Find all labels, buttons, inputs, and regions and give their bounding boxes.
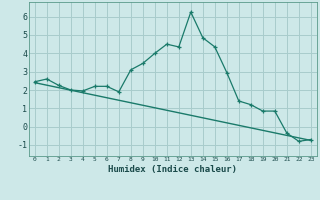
X-axis label: Humidex (Indice chaleur): Humidex (Indice chaleur) — [108, 165, 237, 174]
